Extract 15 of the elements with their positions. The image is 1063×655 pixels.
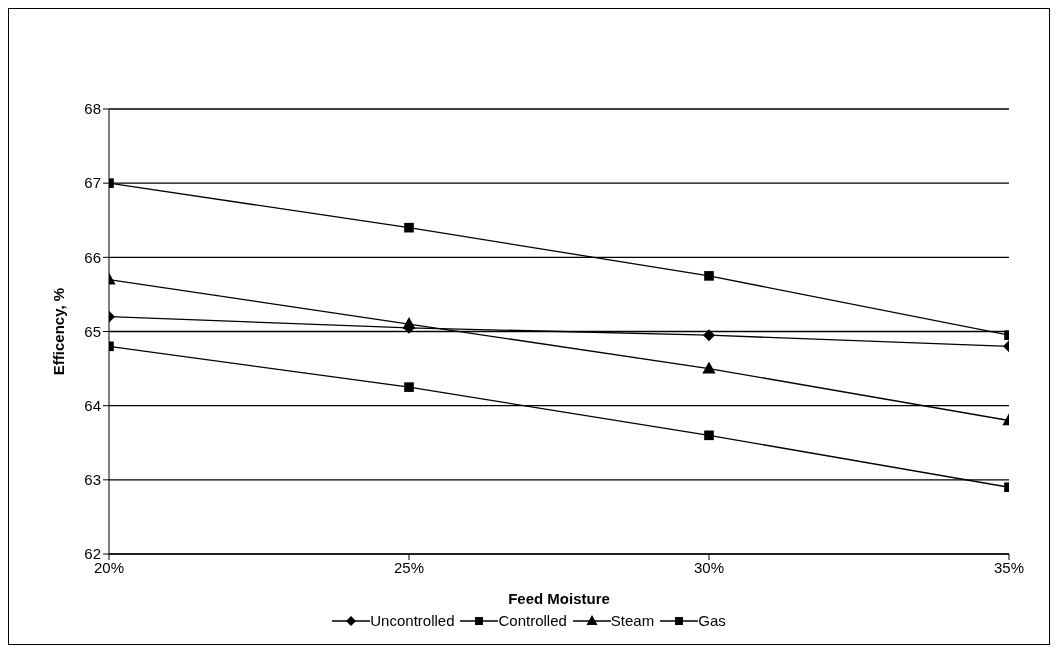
x-axis-title: Feed Moisture <box>508 590 610 607</box>
legend-label: Gas <box>698 612 726 629</box>
legend-label: Steam <box>610 612 655 629</box>
y-tick-label: 68 <box>84 100 101 118</box>
y-axis-title: Efficency, % <box>50 287 68 376</box>
legend-label: Uncontrolled <box>370 612 455 629</box>
y-tick-label: 65 <box>84 322 101 340</box>
y-tick-label: 64 <box>84 396 101 414</box>
y-tick-label: 66 <box>84 248 101 266</box>
x-tick-label: 30% <box>693 558 725 576</box>
y-tick-label: 63 <box>84 471 101 489</box>
legend-label: Controlled <box>498 612 567 629</box>
x-tick-label: 25% <box>393 558 425 576</box>
x-tick-label: 35% <box>993 558 1025 576</box>
y-tick-label: 67 <box>84 174 101 192</box>
